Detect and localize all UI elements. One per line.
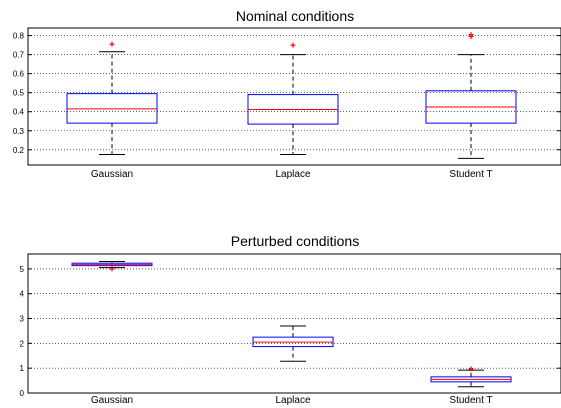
box-student-t [430, 366, 512, 388]
category-label-student-t: Student T [449, 395, 492, 406]
box-series [66, 32, 517, 159]
y-tick-label: 0.3 [13, 127, 25, 136]
grid-lines [28, 35, 561, 151]
category-label-laplace: Laplace [275, 169, 310, 180]
grid-lines [28, 268, 561, 394]
perturbed-conditions-panel: Perturbed conditions 0 1 2 3 4 5 Gaussian Lap… [20, 233, 561, 406]
panel-title: Nominal conditions [236, 8, 354, 24]
category-label-gaussian: Gaussian [91, 395, 133, 406]
box-laplace [252, 325, 334, 362]
y-axis-ticks: 0 1 2 3 4 5 [20, 265, 561, 398]
axes-frame [27, 27, 561, 166]
y-tick-label: 5 [20, 265, 25, 274]
category-labels: Gaussian Laplace Student T [91, 395, 493, 406]
y-tick-label: 2 [20, 339, 25, 348]
y-tick-label: 0.7 [13, 51, 25, 60]
y-tick-label: 0 [20, 389, 25, 398]
category-label-gaussian: Gaussian [91, 169, 133, 180]
outlier-marker [109, 266, 115, 272]
category-labels: Gaussian Laplace Student T [91, 169, 493, 180]
y-tick-label: 0.4 [13, 108, 25, 117]
y-axis-ticks: 0.2 0.3 0.4 0.5 0.6 0.7 0.8 [13, 32, 561, 155]
box-gaussian [71, 260, 153, 272]
y-tick-label: 0.6 [13, 70, 25, 79]
axes-frame [27, 253, 561, 394]
nominal-conditions-panel: Nominal conditions 0.2 0.3 0.4 0.5 0.6 0.7 0.8… [13, 8, 561, 180]
box-gaussian [66, 41, 158, 156]
box-student-t [425, 32, 517, 159]
outlier-marker [468, 366, 474, 372]
y-tick-label: 3 [20, 315, 25, 324]
category-label-student-t: Student T [449, 169, 492, 180]
y-tick-label: 4 [20, 290, 25, 299]
y-tick-label: 0.2 [13, 146, 25, 155]
box-series [71, 260, 512, 388]
panel-title: Perturbed conditions [231, 233, 359, 249]
outlier-marker [468, 32, 474, 38]
outlier-marker [290, 42, 296, 48]
outlier-marker [109, 41, 115, 47]
y-tick-label: 1 [20, 364, 25, 373]
box-laplace [247, 42, 339, 156]
y-tick-label: 0.5 [13, 89, 25, 98]
category-label-laplace: Laplace [275, 395, 310, 406]
y-tick-label: 0.8 [13, 32, 25, 41]
